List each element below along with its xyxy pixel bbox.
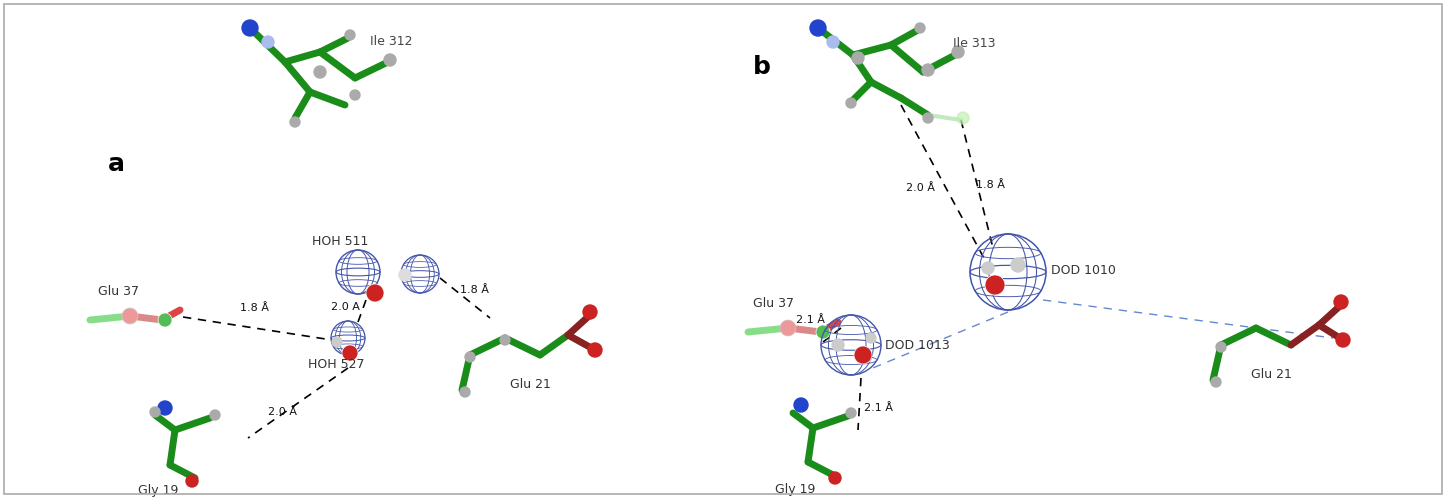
Text: DOD 1010: DOD 1010 (1051, 263, 1116, 276)
Text: 1.8 Å: 1.8 Å (460, 285, 490, 295)
Text: 1.8 Å: 1.8 Å (976, 180, 1005, 190)
Text: Glu 37: Glu 37 (98, 285, 139, 298)
Circle shape (923, 64, 934, 76)
Circle shape (466, 352, 474, 362)
Text: 2.0 Å: 2.0 Å (268, 407, 296, 417)
Text: Ile 313: Ile 313 (953, 37, 995, 50)
Circle shape (158, 401, 172, 415)
Circle shape (827, 36, 839, 48)
Text: Glu 37: Glu 37 (753, 297, 794, 310)
Circle shape (855, 346, 872, 364)
Text: DOD 1013: DOD 1013 (885, 339, 950, 352)
Text: b: b (753, 55, 771, 79)
Circle shape (1335, 295, 1348, 309)
Circle shape (866, 333, 876, 343)
Circle shape (314, 66, 325, 78)
Circle shape (399, 269, 411, 281)
Text: Ile 312: Ile 312 (370, 35, 412, 48)
Circle shape (915, 23, 925, 33)
Text: Glu 21: Glu 21 (1251, 368, 1291, 381)
Circle shape (1011, 258, 1025, 272)
Circle shape (158, 313, 172, 327)
Text: 2.0 A: 2.0 A (331, 302, 360, 312)
Circle shape (241, 20, 257, 36)
Circle shape (816, 325, 830, 339)
Circle shape (150, 407, 161, 417)
Text: HOH 527: HOH 527 (308, 358, 364, 371)
Circle shape (779, 320, 795, 336)
Circle shape (333, 337, 343, 347)
Circle shape (846, 408, 856, 418)
Circle shape (121, 308, 137, 324)
Circle shape (810, 20, 826, 36)
Circle shape (350, 90, 360, 100)
Circle shape (852, 52, 865, 64)
Circle shape (957, 112, 969, 124)
Circle shape (951, 46, 964, 58)
Circle shape (985, 275, 1005, 295)
Circle shape (346, 30, 356, 40)
Text: 1.8 Å: 1.8 Å (240, 303, 269, 313)
Text: 2.1 Å: 2.1 Å (863, 403, 892, 413)
Circle shape (500, 335, 510, 345)
Text: Gly 19: Gly 19 (775, 483, 816, 496)
Circle shape (831, 339, 844, 351)
Circle shape (846, 98, 856, 108)
Circle shape (210, 410, 220, 420)
Circle shape (1216, 342, 1226, 352)
Circle shape (982, 262, 993, 274)
Text: Gly 19: Gly 19 (137, 484, 178, 497)
Circle shape (1336, 333, 1351, 347)
Text: HOH 511: HOH 511 (312, 235, 369, 248)
Circle shape (794, 398, 808, 412)
Circle shape (366, 284, 385, 302)
Circle shape (829, 472, 842, 484)
Circle shape (923, 113, 933, 123)
Text: 2.0 Å: 2.0 Å (907, 183, 936, 193)
Circle shape (343, 345, 359, 361)
Circle shape (1210, 377, 1220, 387)
Circle shape (187, 475, 198, 487)
Text: Glu 21: Glu 21 (509, 378, 551, 391)
Circle shape (589, 343, 602, 357)
Text: 2.1 Å: 2.1 Å (797, 315, 826, 325)
Text: a: a (108, 152, 124, 176)
Circle shape (583, 305, 597, 319)
Circle shape (262, 36, 273, 48)
Circle shape (291, 117, 299, 127)
Circle shape (460, 387, 470, 397)
Circle shape (385, 54, 396, 66)
